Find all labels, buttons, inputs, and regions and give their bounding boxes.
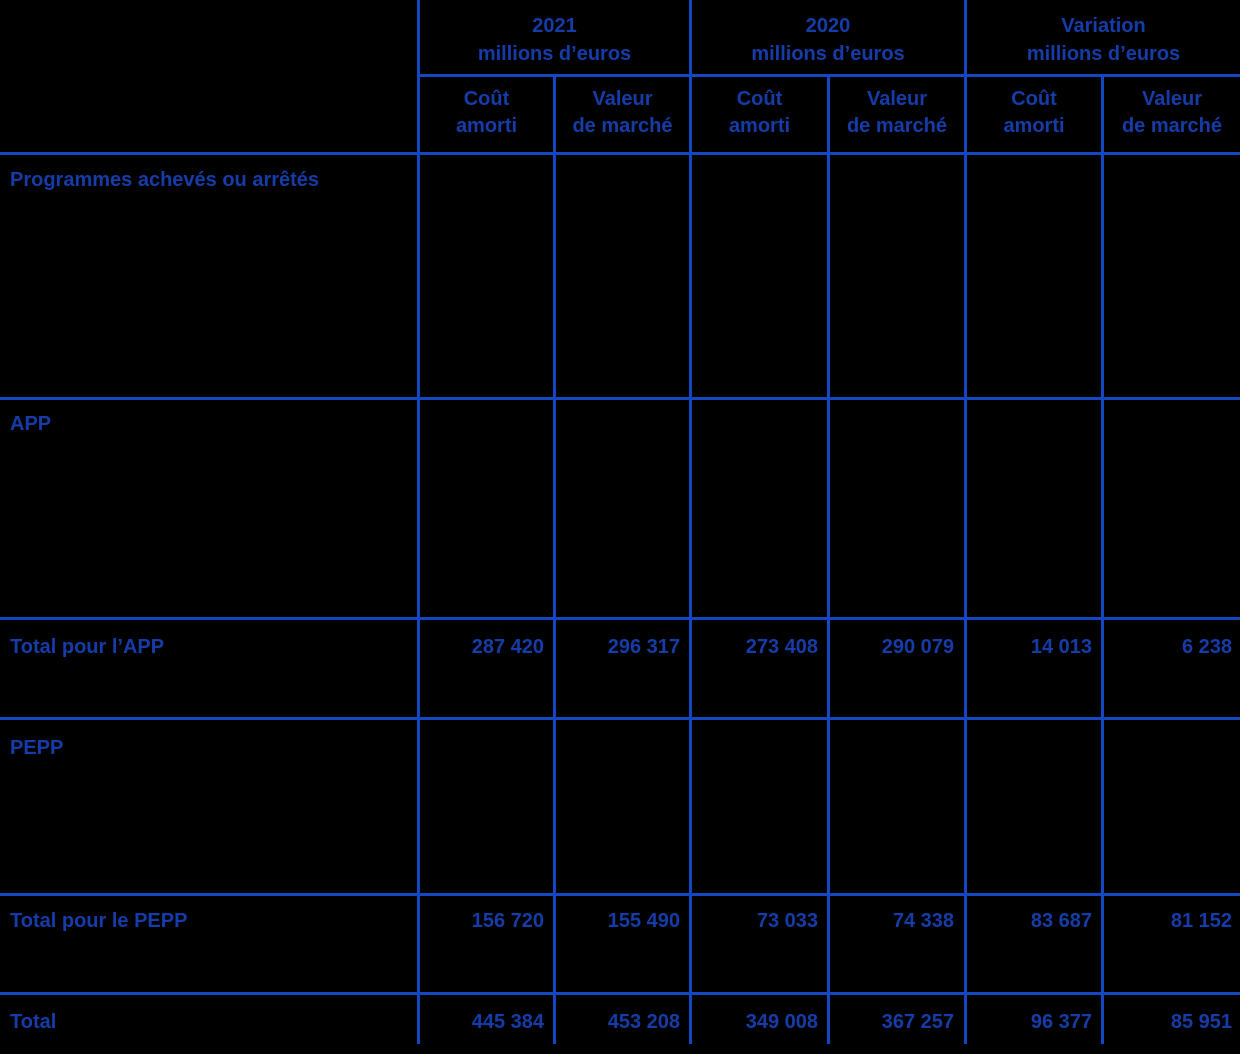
value-total-pepp-2020-cout-amorti: 73 033 (756, 910, 818, 932)
value-total-2021-valeur-de-marche: 453 208 (607, 1011, 680, 1033)
value-total-2020-cout-amorti: 349 008 (745, 1011, 818, 1033)
grid-vline-2020-variation (964, 0, 967, 1044)
header-group-2021-unit: millions d’euros (477, 43, 632, 65)
header-group-2021: 2021 millions d’euros (420, 12, 689, 68)
subheader-2020-valeur-de-marche: Valeur de marché (846, 88, 948, 137)
header-group-variation: Variation millions d’euros (967, 12, 1240, 68)
value-total-2020-valeur-de-marche: 367 257 (881, 1011, 954, 1033)
header-group-variation-title: Variation (1061, 15, 1146, 37)
value-total-pepp-2021-valeur-de-marche: 155 490 (607, 910, 680, 932)
row-label-app: APP (10, 413, 52, 435)
row-label-pepp: PEPP (10, 737, 64, 759)
subheader-variation-valeur-de-marche: Valeur de marché (1121, 88, 1223, 137)
value-total-app-2020-cout-amorti: 273 408 (745, 636, 818, 658)
header-group-variation-unit: millions d’euros (1026, 43, 1181, 65)
header-group-2020: 2020 millions d’euros (692, 12, 964, 68)
grid-hline-under-total-pepp (0, 992, 1240, 995)
value-total-app-2020-valeur-de-marche: 290 079 (881, 636, 954, 658)
row-label-total-app: Total pour l’APP (10, 636, 165, 658)
value-total-app-variation-cout-amorti: 14 013 (1030, 636, 1092, 658)
value-total-pepp-variation-valeur-de-marche: 81 152 (1170, 910, 1232, 932)
value-total-pepp-variation-cout-amorti: 83 687 (1030, 910, 1092, 932)
value-total-pepp-2021-cout-amorti: 156 720 (471, 910, 544, 932)
value-total-app-variation-valeur-de-marche: 6 238 (1181, 636, 1232, 658)
header-group-2021-title: 2021 (532, 15, 577, 37)
value-total-2021-cout-amorti: 445 384 (471, 1011, 544, 1033)
row-label-programmes-acheves-ou-arretes: Programmes achevés ou arrêtés (10, 169, 320, 191)
subheader-variation-cout-amorti: Coût amorti (1003, 88, 1065, 137)
value-total-app-2021-cout-amorti: 287 420 (471, 636, 544, 658)
grid-hline-under-year-groups (417, 74, 1240, 77)
grid-vline-2020-inner (827, 74, 830, 1044)
grid-hline-under-subheaders (0, 152, 1240, 155)
value-total-app-2021-valeur-de-marche: 296 317 (607, 636, 680, 658)
subheader-2021-valeur-de-marche: Valeur de marché (572, 88, 673, 137)
row-label-total: Total (10, 1011, 57, 1033)
header-group-2020-title: 2020 (805, 15, 851, 37)
value-total-pepp-2020-valeur-de-marche: 74 338 (892, 910, 954, 932)
header-group-2020-unit: millions d’euros (751, 43, 905, 65)
subheader-2020-cout-amorti: Coût amorti (728, 88, 791, 137)
value-total-variation-valeur-de-marche: 85 951 (1170, 1011, 1232, 1033)
grid-vline-label-boundary (417, 0, 420, 1044)
grid-hline-under-total-app (0, 717, 1240, 720)
value-total-variation-cout-amorti: 96 377 (1030, 1011, 1092, 1033)
grid-hline-under-app (0, 617, 1240, 620)
grid-hline-under-programmes (0, 397, 1240, 400)
grid-vline-2021-inner (553, 74, 556, 1044)
subheader-2021-cout-amorti: Coût amorti (455, 88, 518, 137)
grid-vline-2021-2020 (689, 0, 692, 1044)
row-label-total-pepp: Total pour le PEPP (10, 910, 188, 932)
grid-hline-under-pepp (0, 893, 1240, 896)
grid-vline-variation-inner (1101, 74, 1104, 1044)
